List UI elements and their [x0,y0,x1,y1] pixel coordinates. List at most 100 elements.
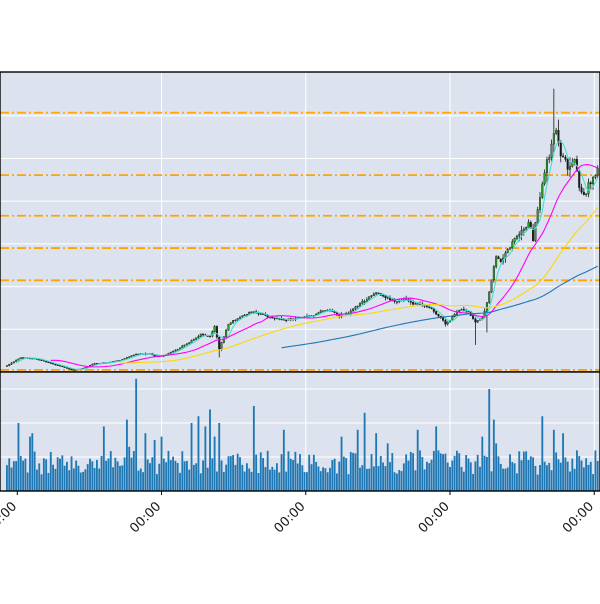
volume-bar [368,468,371,491]
candle-body-up [538,197,542,210]
volume-bar [100,456,103,491]
volume-bar [432,450,435,491]
candle [555,127,558,136]
candle [564,155,567,162]
candle-body-up [248,312,251,315]
candle [578,168,581,192]
candle-body-up [174,349,177,352]
moving-average-lines [15,140,599,370]
volume-bar [49,451,52,491]
volume-bar [389,462,391,491]
volume-bar [126,419,128,491]
candle-body-up [213,326,216,332]
candle-body-up [181,345,184,349]
candle [485,302,488,333]
volume-bar [372,466,375,491]
volume-bar [499,463,502,491]
candle [238,316,242,320]
candle-body-up [361,301,364,304]
candle-body-up [199,333,202,337]
volume-bar [476,454,479,491]
volume-bar [66,461,68,491]
candle [45,360,48,363]
candle-body-down [416,303,419,305]
volume-bar [301,465,304,491]
volume-bar [259,452,262,491]
volume-bar [52,464,54,491]
candle [19,357,22,360]
candle-body-down [68,368,71,370]
volume-bar [128,446,131,491]
candle-body-up [527,222,530,228]
volume-bar [354,453,357,491]
volume-bar [165,462,168,491]
candle [172,350,175,353]
candle [559,139,562,163]
volume-bar [6,465,8,491]
volume-bar [137,470,140,491]
volume-bar [315,461,318,491]
candle-body-up [234,319,237,322]
candle-body-up [354,306,357,310]
volume-bar [264,467,267,491]
volume-bar [506,467,509,491]
candle [195,337,198,341]
candle [190,339,193,343]
volume-bar [525,451,528,491]
volume-bar [98,468,101,491]
candle-body-down [430,307,433,309]
candle-body-down [218,336,221,350]
volume-bar [91,461,94,491]
candle [527,219,530,228]
candle [215,325,218,339]
candle-body-up [322,310,325,312]
volume-bar [294,451,297,491]
volume-bar [462,471,465,491]
candle-body-down [56,364,59,366]
candle-body-down [564,156,567,160]
volume-bar [218,423,221,491]
candle-body-down [435,311,438,315]
candle [384,295,387,301]
volume-bar [557,459,560,491]
candle-body-down [52,363,55,365]
volume-bar [303,472,306,491]
volume-bar [479,466,481,491]
candle-body-up [91,364,94,366]
volume-bar [232,455,234,491]
volume-bar [250,471,253,491]
candle-body-up [176,349,179,351]
candle-body-up [243,314,246,317]
candle-body-down [412,302,415,305]
volume-bar [336,473,338,491]
candle [550,139,553,162]
candle-body-up [125,357,128,359]
candle [250,311,253,314]
volume-bar [10,467,13,491]
candle-body-up [365,299,368,302]
volume-bar [587,464,590,491]
candle-body-up [208,335,212,338]
volume-bar [407,460,410,491]
candle [474,317,477,345]
moving-average-ma_long [119,207,599,364]
candle [176,348,179,351]
volume-bar [280,454,283,491]
price-gridlines [0,72,600,372]
volume-bar [86,464,89,491]
candle-body-up [555,130,558,134]
volume-bar [359,467,361,491]
volume-bar [151,457,154,491]
volume-bar [209,409,211,491]
volume-bar [331,460,334,491]
candle-body-down [580,187,583,193]
volume-bar [12,461,15,491]
candle-body-up [241,315,244,318]
volume-bar [26,472,29,491]
candle-body-down [65,367,68,369]
volume-bar [199,473,202,491]
candle [222,336,225,344]
volume-bar [541,416,544,491]
candle [492,265,495,283]
candle-body-down [45,361,48,363]
